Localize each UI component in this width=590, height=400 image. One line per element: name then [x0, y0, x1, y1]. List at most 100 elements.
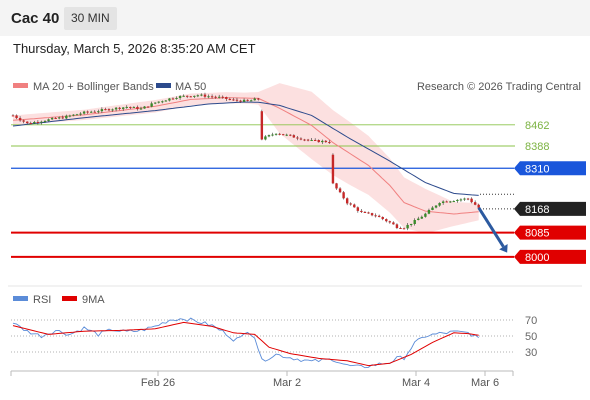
candle-body — [58, 117, 61, 119]
candle-body — [335, 183, 338, 189]
rsi-gridlines: 70 50 30 — [11, 315, 537, 359]
candle-body — [392, 222, 395, 225]
candle-body — [253, 98, 256, 101]
candle-body — [50, 118, 54, 120]
candlesticks — [11, 92, 480, 231]
level-8000-tag — [514, 249, 586, 264]
level-8168-label: 8168 — [525, 204, 549, 216]
candle-body — [189, 96, 192, 98]
candle-body — [473, 202, 477, 205]
level-labels: 8462 8388 8310 8168 8085 8000 — [514, 120, 586, 264]
candle-body — [441, 201, 445, 204]
candle-body — [459, 199, 463, 201]
ma20-legend-label: MA 20 + Bollinger Bands — [33, 81, 154, 93]
candle-body — [68, 115, 72, 117]
candle-body — [409, 223, 413, 225]
candle-body — [75, 114, 79, 116]
level-8000-label: 8000 — [525, 252, 549, 264]
candle-body — [406, 224, 409, 229]
rsi-lines — [12, 317, 479, 369]
candle-body — [456, 199, 459, 202]
candle-body — [402, 228, 406, 230]
rsi-legend-label: RSI — [33, 294, 51, 306]
candle-body — [356, 207, 360, 211]
candle-body — [260, 111, 264, 140]
candle-body — [317, 140, 320, 143]
candle-body — [363, 211, 367, 213]
timestamp: Thursday, March 5, 2026 8:35:20 AM CET — [13, 41, 256, 56]
candle-body — [93, 111, 96, 113]
candle-body — [463, 198, 466, 200]
candle-body — [313, 139, 317, 141]
candle-body — [434, 205, 438, 208]
x-tick-label: Feb 26 — [141, 377, 175, 389]
candle-body — [264, 136, 267, 140]
level-8168-tag — [514, 201, 586, 216]
candle-body — [306, 139, 310, 141]
candle-body — [445, 201, 448, 203]
candle-body — [82, 111, 86, 114]
top-toolbar: Cac 40 30 MIN — [0, 0, 590, 36]
candle-body — [26, 121, 29, 124]
candle-body — [399, 227, 402, 229]
candle-body — [342, 192, 345, 199]
candle-body — [385, 219, 388, 222]
candle-body — [353, 204, 356, 208]
level-8085-tag — [514, 225, 586, 240]
candle-body — [157, 101, 160, 103]
candle-body — [146, 106, 150, 108]
candle-body — [310, 139, 313, 141]
candle-body — [271, 134, 274, 136]
candle-body — [118, 107, 121, 109]
candle-body — [210, 96, 214, 98]
bollinger-band — [13, 83, 479, 234]
candle-body — [122, 107, 125, 109]
candle-body — [207, 96, 210, 98]
candle-body — [61, 117, 64, 119]
ma20-line — [12, 97, 479, 215]
symbol-title: Cac 40 — [11, 10, 60, 27]
candle-body — [285, 134, 288, 136]
level-8310-label: 8310 — [525, 163, 549, 175]
candle-body — [374, 215, 377, 217]
candle-body — [139, 108, 143, 110]
candle-body — [470, 198, 473, 203]
candle-body — [33, 122, 36, 124]
candle-body — [296, 137, 299, 139]
candle-body — [477, 204, 480, 208]
level-8310-tag — [514, 161, 586, 176]
candle-body — [232, 99, 235, 101]
candle-body — [104, 109, 107, 111]
candle-body — [47, 119, 50, 121]
candle-body — [278, 133, 281, 135]
candle-body — [168, 98, 171, 101]
interval-button[interactable]: 30 MIN — [64, 7, 117, 30]
candle-body — [182, 95, 185, 97]
candle-body — [299, 138, 303, 140]
candle-body — [214, 96, 217, 98]
rsi-ma-legend-label: 9MA — [82, 294, 105, 306]
candle-body — [40, 121, 43, 123]
candle-body — [125, 106, 128, 108]
candle-body — [338, 188, 342, 193]
bollinger-band-area — [13, 83, 479, 234]
rsi-tick-70: 70 — [525, 315, 537, 327]
candle-body — [257, 98, 260, 100]
candle-body — [132, 106, 136, 108]
candle-body — [388, 221, 392, 223]
candle-body — [331, 154, 335, 184]
candle-body — [345, 198, 349, 204]
candle-body — [217, 96, 221, 98]
level-8462-label: 8462 — [525, 120, 549, 132]
candle-body — [164, 100, 168, 102]
ma50-legend-swatch — [156, 83, 171, 88]
candle-body — [367, 212, 370, 214]
candle-body — [107, 109, 111, 111]
candle-body — [452, 201, 456, 203]
candle-body — [303, 139, 306, 141]
x-axis-ticks: Feb 26 Mar 2 Mar 4 Mar 6 — [10, 371, 514, 389]
candle-body — [239, 100, 242, 102]
forecast-arrow — [477, 206, 508, 253]
candle-body — [54, 118, 57, 120]
